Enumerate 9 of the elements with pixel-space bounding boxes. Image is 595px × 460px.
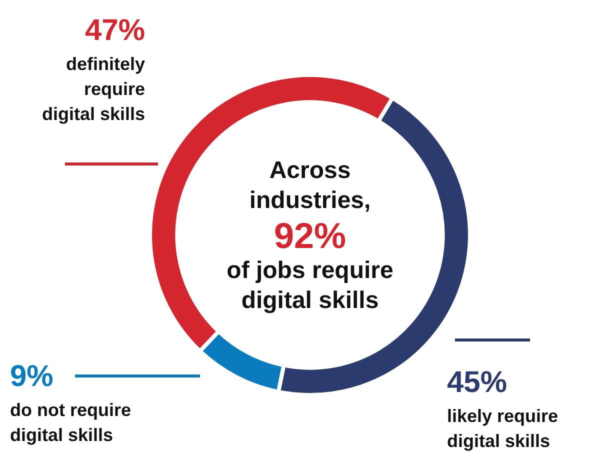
data-label: 9% bbox=[10, 360, 54, 393]
text: of jobs require digital skills bbox=[226, 257, 394, 314]
text: 92% bbox=[274, 215, 346, 256]
text: Across industries, bbox=[249, 157, 371, 214]
data-label: 47% bbox=[84, 14, 145, 47]
slice-label: definitely require digital skills bbox=[42, 54, 145, 124]
slice-label: do not require digital skills bbox=[10, 400, 131, 445]
slice-label: likely require digital skills bbox=[447, 406, 558, 451]
data-label: 45% bbox=[447, 366, 508, 399]
